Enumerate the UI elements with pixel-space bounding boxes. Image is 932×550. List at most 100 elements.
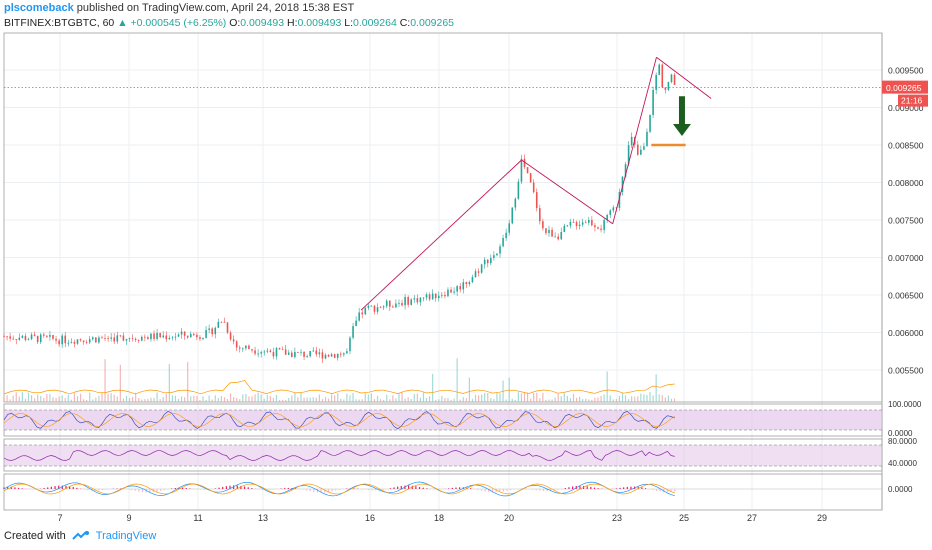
volume-bar <box>324 397 327 402</box>
volume-bar <box>496 393 498 402</box>
candle-body <box>177 334 180 337</box>
candle-body <box>199 337 201 339</box>
volume-bar <box>628 399 630 402</box>
osc3-histogram-bar <box>141 489 144 493</box>
volume-bar <box>615 398 617 402</box>
volume-bar <box>545 399 547 402</box>
volume-bar <box>517 392 519 402</box>
volume-bar <box>435 399 437 402</box>
osc3-histogram-bar <box>415 486 417 489</box>
osc3-histogram-bar <box>615 488 617 489</box>
volume-bar <box>119 364 121 402</box>
volume-bar <box>177 398 180 402</box>
volume-bar <box>12 395 14 402</box>
volume-bar <box>86 399 88 402</box>
candle-body <box>447 289 449 297</box>
osc3-histogram-bar <box>491 489 494 493</box>
volume-bar <box>3 398 5 402</box>
candle-body <box>364 307 367 315</box>
volume-bar <box>254 394 256 402</box>
osc3-histogram-bar <box>557 489 559 490</box>
candle-body <box>18 337 21 340</box>
candle-body <box>122 335 125 341</box>
tradingview-brand[interactable]: TradingView <box>95 530 157 542</box>
candle-body <box>578 224 581 227</box>
candle-body <box>58 340 60 345</box>
volume-bar <box>248 396 250 402</box>
candle-body <box>441 294 443 296</box>
candle-body <box>493 255 495 258</box>
volume-bar <box>441 396 443 402</box>
candle-body <box>505 232 507 239</box>
osc3-histogram-bar <box>597 488 599 489</box>
volume-bar <box>217 398 219 402</box>
candle-body <box>309 350 311 357</box>
candle-body <box>453 291 455 293</box>
candle-body <box>664 87 667 90</box>
osc3-histogram-bar <box>134 489 136 491</box>
candle-body <box>217 321 220 328</box>
osc1-tick: 0.0000 <box>888 429 913 438</box>
volume-bar <box>128 398 131 402</box>
candle-body <box>542 221 544 229</box>
volume-bar <box>554 397 556 402</box>
volume-bar <box>499 393 501 402</box>
candle-body <box>79 339 82 341</box>
candle-body <box>480 264 483 273</box>
osc3-histogram-bar <box>222 486 224 489</box>
volume-bar <box>603 394 605 402</box>
candle-body <box>266 350 269 352</box>
symbol-label: BITFINEX:BTGBTC, 60 <box>4 17 115 29</box>
candle-body <box>612 207 615 211</box>
volume-bar <box>125 395 128 402</box>
volume-bar <box>64 397 66 402</box>
volume-bar <box>383 399 385 402</box>
osc3-histogram-bar <box>138 489 140 492</box>
oscillators <box>3 409 882 497</box>
osc3-histogram-bar <box>305 489 308 491</box>
x-tick-label: 9 <box>126 513 131 523</box>
tradingview-logo-icon[interactable] <box>72 531 90 541</box>
footer: Created with TradingView <box>4 530 156 542</box>
candle-body <box>535 192 538 209</box>
candle-body <box>643 146 645 150</box>
osc3-histogram-bar <box>171 488 173 489</box>
candle-body <box>661 64 664 88</box>
volume-bar <box>226 399 229 402</box>
y-tick-label: 0.007500 <box>888 216 924 226</box>
candle-body <box>101 337 103 339</box>
candle-body <box>82 340 85 343</box>
author-name[interactable]: plscomeback <box>4 2 74 14</box>
candle-body <box>673 74 676 85</box>
volume-bar <box>667 395 670 402</box>
candle-body <box>355 320 357 327</box>
volume-bar <box>334 395 336 402</box>
candle-body <box>367 305 370 308</box>
candle-body <box>523 158 526 168</box>
osc3-histogram-bar <box>641 487 643 489</box>
volume-bar <box>285 399 287 402</box>
candle-body <box>382 306 385 308</box>
osc3-histogram-bar <box>309 489 311 492</box>
candle-body <box>459 286 462 290</box>
osc3-histogram-bar <box>3 487 5 489</box>
candles <box>3 63 676 364</box>
candle-body <box>300 351 302 353</box>
candle-body <box>193 333 195 335</box>
candle-body <box>159 332 161 338</box>
volume-bar <box>367 394 369 402</box>
candle-body <box>349 337 351 352</box>
volume-bar <box>37 394 39 402</box>
volume-bar <box>624 395 627 402</box>
candle-body <box>134 338 137 340</box>
osc3-histogram-bar <box>251 488 253 489</box>
volume-bar <box>312 397 314 402</box>
y-tick-label: 0.007000 <box>888 253 924 263</box>
osc3-histogram-bar <box>331 489 333 492</box>
candle-body <box>165 335 168 340</box>
volume-bar <box>422 392 425 402</box>
volume-bar <box>135 392 137 402</box>
osc3-histogram-bar <box>58 485 60 489</box>
candle-body <box>312 350 315 352</box>
